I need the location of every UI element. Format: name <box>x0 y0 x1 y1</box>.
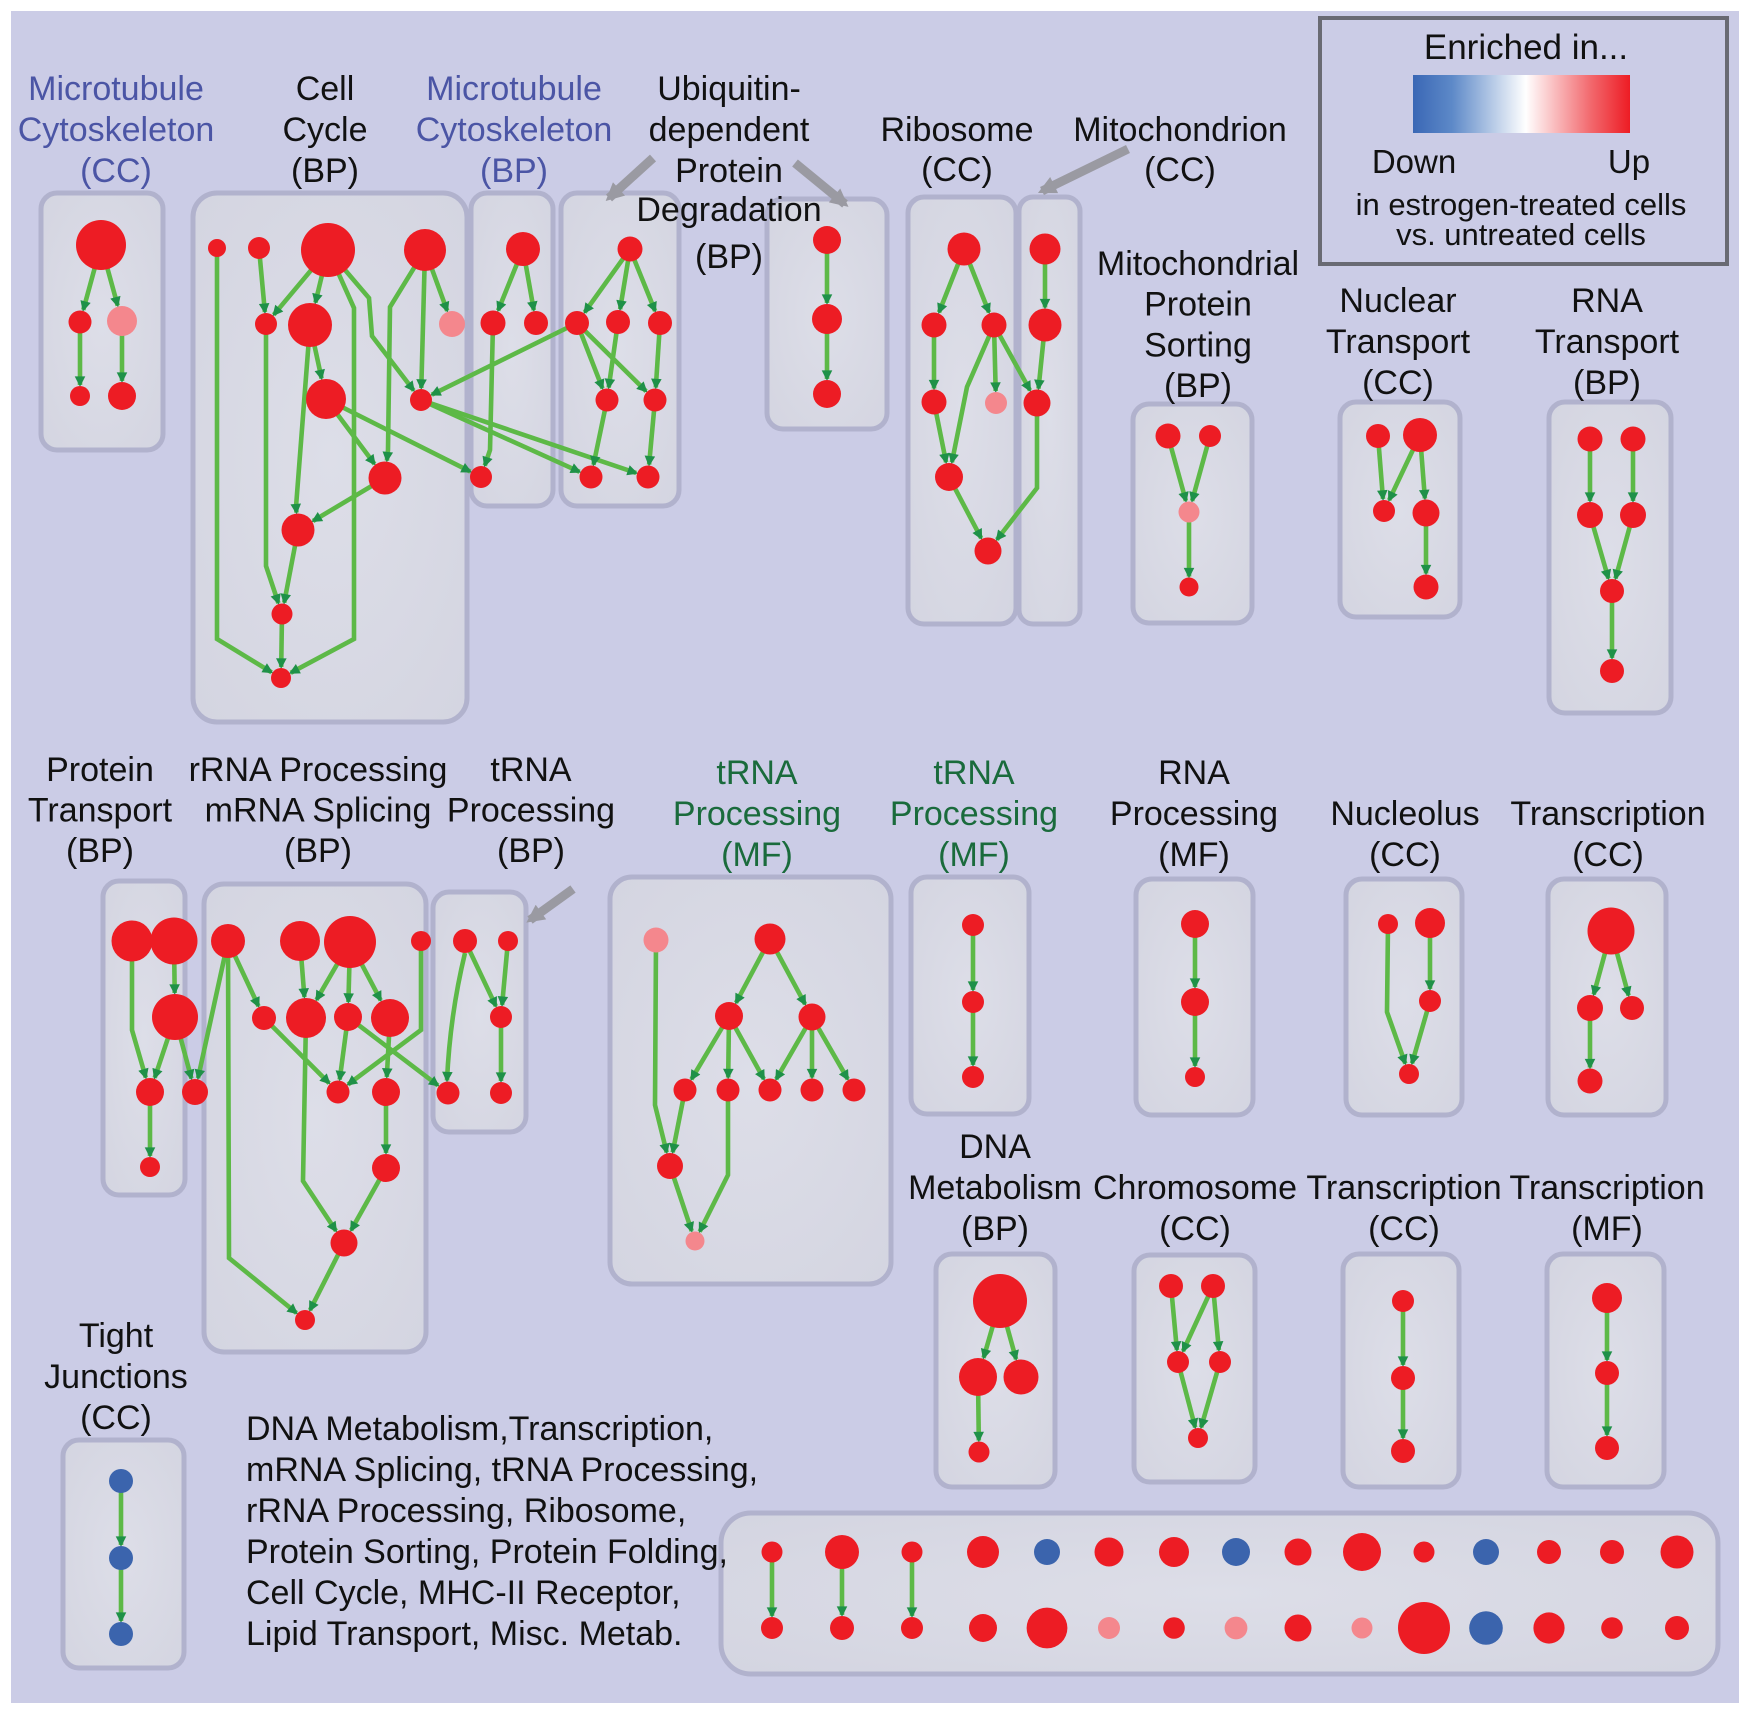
svg-text:Protein: Protein <box>46 751 154 789</box>
svg-text:Transcription: Transcription <box>1510 795 1705 833</box>
svg-text:Cytoskeleton: Cytoskeleton <box>18 111 215 149</box>
svg-text:(BP): (BP) <box>1573 364 1641 402</box>
svg-text:Ribosome: Ribosome <box>880 111 1033 149</box>
svg-text:Transport: Transport <box>1535 323 1680 361</box>
svg-text:mRNA Splicing, tRNA Processing: mRNA Splicing, tRNA Processing, <box>246 1451 758 1489</box>
svg-text:tRNA: tRNA <box>933 754 1015 792</box>
svg-text:Mitochondrial: Mitochondrial <box>1097 245 1299 283</box>
svg-text:(CC): (CC) <box>1144 151 1216 189</box>
svg-text:Down: Down <box>1372 143 1456 180</box>
svg-text:(BP): (BP) <box>66 832 134 870</box>
svg-text:vs. untreated cells: vs. untreated cells <box>1396 217 1646 252</box>
svg-text:Cell: Cell <box>296 70 355 108</box>
svg-text:Processing: Processing <box>447 792 615 830</box>
svg-text:(BP): (BP) <box>480 152 548 190</box>
svg-text:Tight: Tight <box>79 1317 154 1355</box>
svg-text:Protein: Protein <box>675 152 783 190</box>
svg-text:Transcription: Transcription <box>1509 1169 1704 1207</box>
svg-text:Protein: Protein <box>1144 286 1252 324</box>
svg-text:Metabolism: Metabolism <box>908 1169 1082 1207</box>
svg-text:Nucleolus: Nucleolus <box>1330 795 1479 833</box>
svg-text:Cycle: Cycle <box>282 111 367 149</box>
svg-text:dependent: dependent <box>649 111 810 149</box>
svg-text:(MF): (MF) <box>721 836 793 874</box>
svg-text:(BP): (BP) <box>497 832 565 870</box>
svg-text:tRNA: tRNA <box>716 754 798 792</box>
svg-text:tRNA: tRNA <box>490 751 572 789</box>
svg-text:RNA: RNA <box>1158 754 1230 792</box>
svg-text:(CC): (CC) <box>80 1399 152 1437</box>
svg-text:Transcription: Transcription <box>1306 1169 1501 1207</box>
svg-text:(MF): (MF) <box>1158 836 1230 874</box>
svg-text:mRNA Splicing: mRNA Splicing <box>205 792 432 830</box>
svg-text:DNA: DNA <box>959 1128 1031 1166</box>
svg-text:Lipid Transport, Misc. Metab.: Lipid Transport, Misc. Metab. <box>246 1615 683 1653</box>
svg-text:rRNA Processing, Ribosome,: rRNA Processing, Ribosome, <box>246 1492 686 1530</box>
svg-text:(MF): (MF) <box>1571 1210 1643 1248</box>
svg-text:RNA: RNA <box>1571 282 1643 320</box>
svg-text:(CC): (CC) <box>1369 836 1441 874</box>
svg-text:Microtubule: Microtubule <box>426 70 602 108</box>
svg-text:Transport: Transport <box>28 792 173 830</box>
svg-text:Ubiquitin-: Ubiquitin- <box>657 70 801 108</box>
svg-text:(CC): (CC) <box>1368 1210 1440 1248</box>
svg-text:(BP): (BP) <box>961 1210 1029 1248</box>
svg-text:Transport: Transport <box>1326 323 1471 361</box>
svg-text:(CC): (CC) <box>80 152 152 190</box>
svg-text:Protein Sorting, Protein Foldi: Protein Sorting, Protein Folding, <box>246 1533 728 1571</box>
svg-text:(BP): (BP) <box>695 238 763 276</box>
svg-text:Microtubule: Microtubule <box>28 70 204 108</box>
svg-text:(BP): (BP) <box>1164 367 1232 405</box>
svg-text:Sorting: Sorting <box>1144 326 1252 364</box>
svg-text:(CC): (CC) <box>1572 836 1644 874</box>
svg-text:(CC): (CC) <box>1159 1210 1231 1248</box>
svg-text:Chromosome: Chromosome <box>1093 1169 1297 1207</box>
svg-text:Junctions: Junctions <box>44 1358 188 1396</box>
svg-text:Nuclear: Nuclear <box>1339 282 1456 320</box>
svg-text:Cytoskeleton: Cytoskeleton <box>416 111 613 149</box>
svg-text:Processing: Processing <box>673 795 841 833</box>
svg-text:(MF): (MF) <box>938 836 1010 874</box>
svg-text:(BP): (BP) <box>291 152 359 190</box>
svg-text:in estrogen-treated cells: in estrogen-treated cells <box>1356 187 1687 222</box>
svg-text:Degradation: Degradation <box>636 191 821 229</box>
svg-text:Processing: Processing <box>1110 795 1278 833</box>
svg-text:(CC): (CC) <box>921 151 993 189</box>
svg-text:(BP): (BP) <box>284 832 352 870</box>
svg-text:Processing: Processing <box>890 795 1058 833</box>
svg-text:DNA Metabolism,Transcription,: DNA Metabolism,Transcription, <box>246 1410 713 1448</box>
svg-text:Cell Cycle, MHC-II Receptor,: Cell Cycle, MHC-II Receptor, <box>246 1574 681 1612</box>
svg-text:(CC): (CC) <box>1362 364 1434 402</box>
svg-text:Enriched in...: Enriched in... <box>1424 28 1628 67</box>
svg-text:Mitochondrion: Mitochondrion <box>1073 111 1287 149</box>
svg-text:rRNA Processing: rRNA Processing <box>189 751 448 789</box>
svg-text:Up: Up <box>1608 143 1650 180</box>
